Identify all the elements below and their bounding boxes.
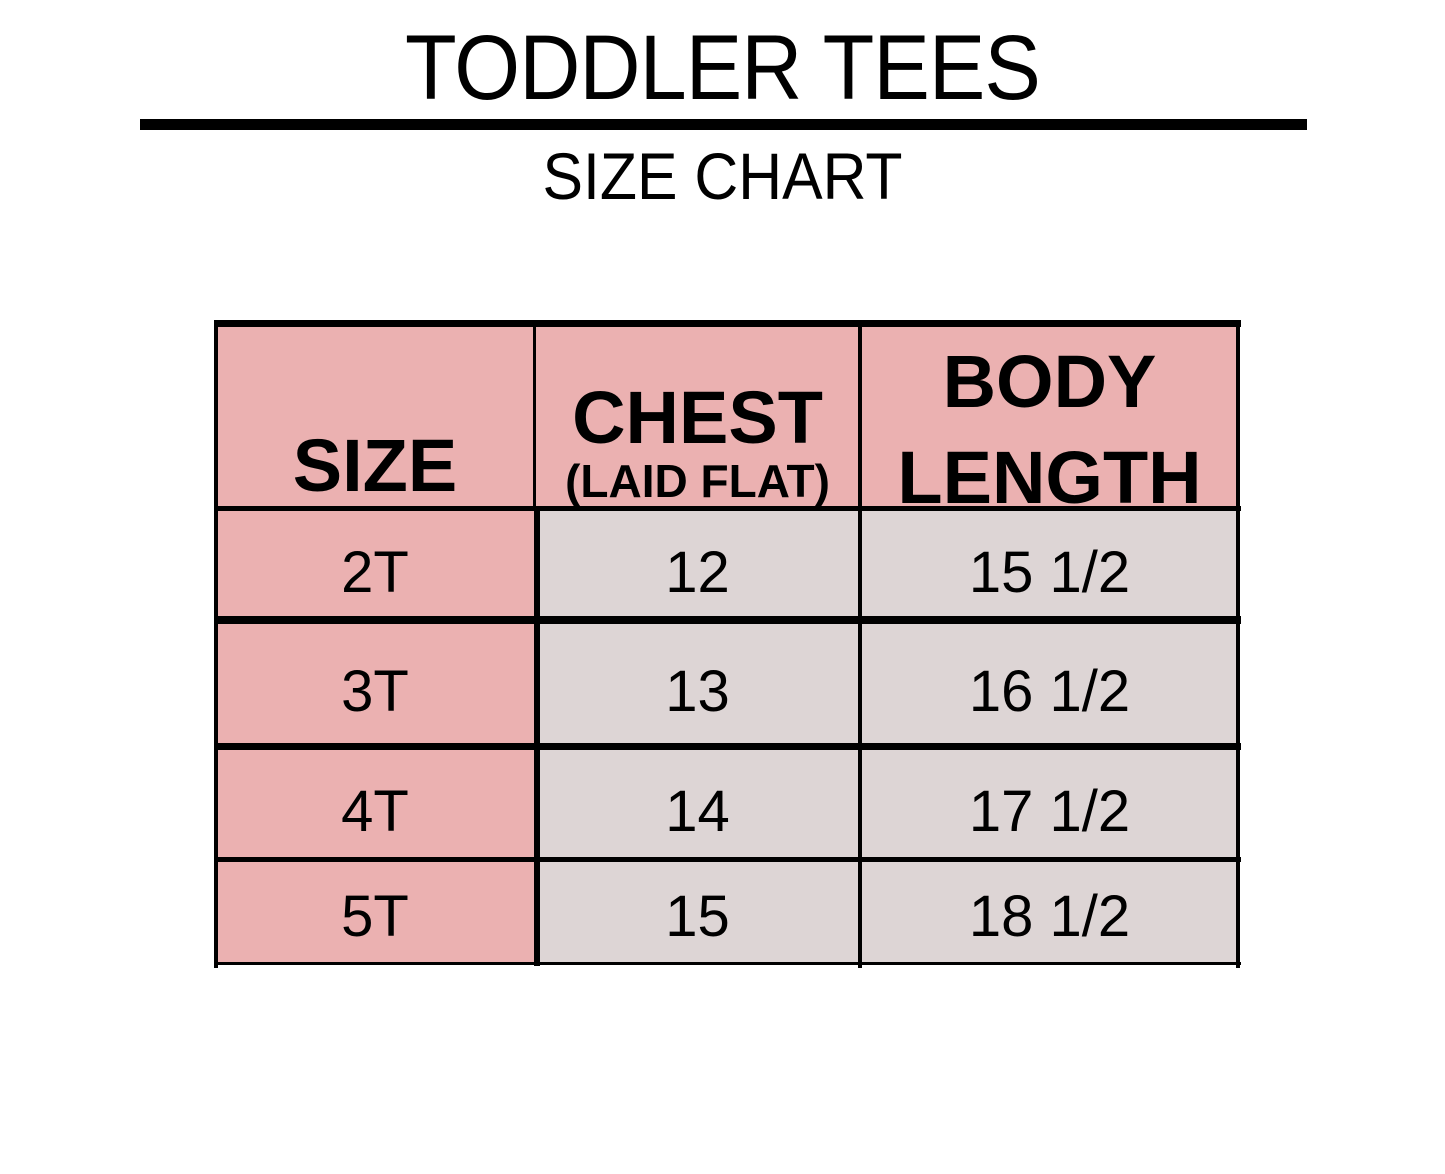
table-border-left	[214, 320, 218, 968]
body-length-cell: 18 1/2	[860, 860, 1239, 965]
table-border-right	[1236, 320, 1240, 968]
size-cell: 3T	[215, 620, 535, 746]
page-subtitle: SIZE CHART	[542, 139, 903, 213]
row-divider	[215, 743, 1241, 750]
header-size-label: SIZE	[292, 424, 458, 507]
chest-cell: 13	[535, 620, 860, 746]
column-divider	[534, 508, 540, 966]
chest-cell: 15	[535, 860, 860, 965]
header-chest-label: CHEST	[572, 376, 823, 459]
title-divider	[140, 119, 1307, 130]
column-divider	[858, 320, 862, 968]
header-body-line1: BODY	[942, 340, 1157, 423]
row-divider	[215, 857, 1241, 862]
header-chest: CHEST (LAID FLAT)	[535, 322, 860, 508]
header-body-line2: LENGTH	[897, 436, 1202, 519]
size-cell: 2T	[215, 508, 535, 620]
chest-cell: 12	[535, 508, 860, 620]
page-title: TODDLER TEES	[405, 17, 1041, 119]
header-divider	[215, 506, 1241, 511]
header-chest-note: (LAID FLAT)	[565, 455, 830, 507]
table-border-bottom	[215, 962, 1241, 965]
chest-cell: 14	[535, 746, 860, 860]
header-body-length: BODY LENGTH	[860, 322, 1239, 519]
header-size: SIZE	[215, 322, 535, 508]
table-border-top	[215, 320, 1241, 327]
body-length-cell: 15 1/2	[860, 508, 1239, 620]
row-divider	[215, 616, 1241, 624]
body-length-cell: 17 1/2	[860, 746, 1239, 860]
body-length-cell: 16 1/2	[860, 620, 1239, 746]
size-cell: 4T	[215, 746, 535, 860]
size-cell: 5T	[215, 860, 535, 965]
column-divider	[533, 320, 536, 508]
